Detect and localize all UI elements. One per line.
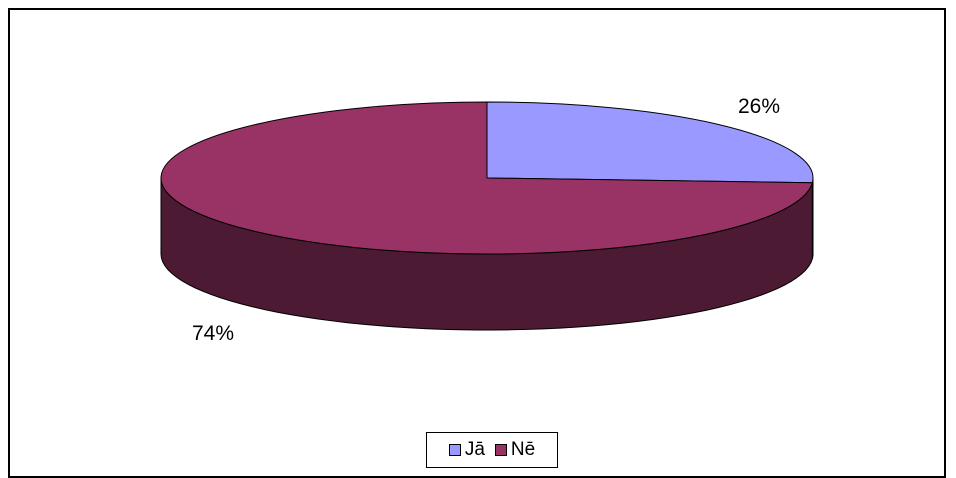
legend-item-ne: Nē xyxy=(494,439,536,461)
legend-label-ja: Jā xyxy=(464,439,485,460)
pie-slice-ja xyxy=(486,101,814,184)
data-label-ne: 74% xyxy=(192,322,234,345)
legend-item-ja: Jā xyxy=(448,439,485,461)
pie-chart: 26% 74% xyxy=(160,95,814,345)
legend-swatch-ne xyxy=(494,444,507,456)
chart-frame: 26% 74% Jā Nē xyxy=(8,8,946,478)
legend-label-ne: Nē xyxy=(510,439,536,460)
data-label-ja: 26% xyxy=(738,95,780,118)
chart-legend: Jā Nē xyxy=(426,432,558,468)
legend-swatch-ja xyxy=(448,444,461,456)
pie-slice-ne xyxy=(160,101,814,255)
